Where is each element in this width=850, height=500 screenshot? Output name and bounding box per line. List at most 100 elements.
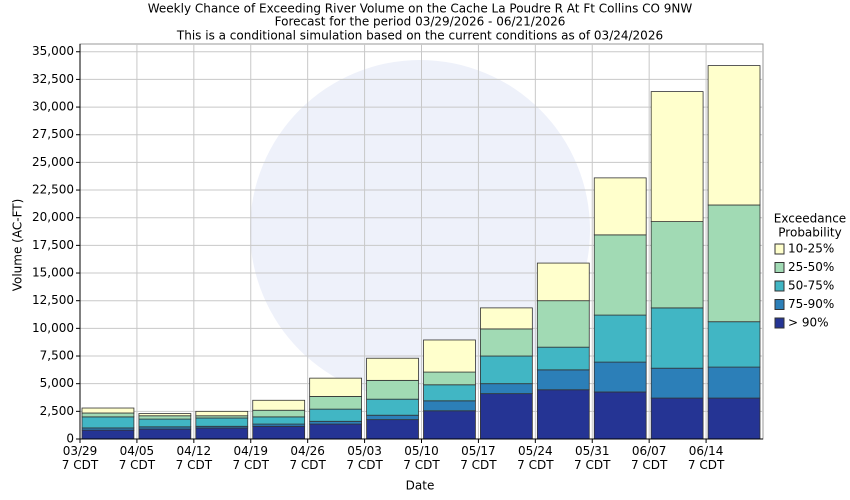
chart-subtitle: This is a conditional simulation based o… [176, 29, 663, 43]
bar-segment [650, 367, 704, 399]
legend-swatch [774, 317, 785, 329]
legend-title: Exceedance [774, 212, 846, 226]
bar-segment [309, 396, 362, 410]
x-tick-label-line: 7 CDT [233, 458, 270, 472]
y-tick-label: 27,500 [32, 127, 74, 141]
legend-swatch [774, 299, 785, 310]
y-tick-label: 22,500 [32, 183, 74, 197]
y-tick-label: 15,000 [32, 266, 74, 280]
bar-segment [536, 389, 590, 440]
y-tick-label: 7,500 [40, 349, 74, 363]
x-tick-label-line: 05/17 [461, 444, 496, 458]
bar-segment [650, 397, 704, 440]
x-tick-label-line: 04/12 [177, 444, 212, 458]
x-tick-label-line: 7 CDT [289, 458, 326, 472]
x-tick-label-line: 05/24 [518, 444, 553, 458]
x-tick-label-line: 05/10 [404, 444, 439, 458]
x-tick-label: 04/26 7 CDT [289, 444, 326, 472]
y-tick-label: 32,500 [32, 72, 74, 86]
bar-segment [480, 383, 533, 395]
bar-segment [309, 420, 362, 425]
legend-swatch [774, 280, 785, 292]
x-tick-label-line: 7 CDT [346, 458, 383, 472]
bar-segment [309, 423, 362, 440]
x-tick-label: 06/14 7 CDT [688, 444, 725, 472]
y-tick-label: 5,000 [40, 376, 74, 390]
bar-segment [707, 321, 761, 368]
x-tick-label: 04/12 7 CDT [176, 444, 213, 472]
bar-segment [252, 425, 306, 440]
y-tick-label: 10,000 [32, 321, 74, 335]
bar-segment [536, 369, 590, 391]
x-tick-label: 03/29 7 CDT [62, 444, 99, 472]
y-tick-label: 12,500 [32, 293, 74, 307]
bar-segment [81, 429, 135, 440]
chart-subtitle: Forecast for the period 03/29/2026 - 06/… [275, 15, 566, 29]
legend-swatch [774, 262, 785, 273]
bar-segment [423, 400, 476, 412]
x-tick-label-line: 04/05 [120, 444, 155, 458]
bar-segment [707, 204, 761, 323]
legend-title: Probability [778, 226, 841, 240]
bar-segment [593, 314, 647, 363]
x-tick-label: 04/05 7 CDT [119, 444, 156, 472]
bar-segment [138, 428, 192, 440]
bar-segment [138, 418, 192, 428]
bar-segment [366, 357, 419, 381]
x-tick-label-line: 7 CDT [62, 458, 99, 472]
legend-swatch [774, 243, 785, 255]
bar-segment [650, 221, 704, 309]
x-tick-label: 05/10 7 CDT [403, 444, 440, 472]
x-tick-label: 06/07 7 CDT [631, 444, 668, 472]
bar-segment [480, 355, 533, 385]
x-tick-label-line: 05/31 [575, 444, 610, 458]
bar-segment [366, 398, 419, 416]
y-tick-label: 17,500 [32, 238, 74, 252]
x-tick-label: 04/19 7 CDT [233, 444, 270, 472]
legend-label: 10-25% [788, 242, 834, 256]
x-tick-label-line: 7 CDT [631, 458, 668, 472]
bar-segment [195, 427, 249, 440]
x-tick-label-line: 7 CDT [688, 458, 725, 472]
bar-segment [707, 366, 761, 399]
bar-segment [593, 391, 647, 440]
bar-segment [650, 91, 704, 222]
x-tick-label-line: 05/03 [347, 444, 382, 458]
y-tick-label: 0 [66, 432, 74, 446]
x-tick-label: 05/24 7 CDT [517, 444, 554, 472]
bar-segment [480, 307, 533, 330]
bar-segment [252, 409, 306, 418]
y-tick-label: 2,500 [40, 404, 74, 418]
bar-segment [707, 65, 761, 206]
bar-segment [480, 328, 533, 357]
bar-segment [195, 410, 249, 417]
x-tick-label-line: 7 CDT [119, 458, 156, 472]
bar-segment [536, 300, 590, 348]
x-tick-label-line: 04/26 [290, 444, 325, 458]
bar-segment [423, 410, 476, 440]
chart-title: Weekly Chance of Exceeding River Volume … [148, 2, 693, 16]
x-tick-label-line: 7 CDT [403, 458, 440, 472]
bar-segment [138, 415, 192, 420]
bar-segment [81, 407, 135, 414]
y-tick-label: 20,000 [32, 210, 74, 224]
x-tick-label-line: 7 CDT [574, 458, 611, 472]
bar-segment [593, 361, 647, 393]
x-tick-label-line: 04/19 [233, 444, 268, 458]
bar-segment [423, 339, 476, 373]
x-tick-label-line: 03/29 [63, 444, 98, 458]
bar-segment [423, 384, 476, 402]
bar-segment [593, 177, 647, 236]
bar-segment [707, 397, 761, 440]
x-tick-label: 05/31 7 CDT [574, 444, 611, 472]
bar-segment [366, 414, 419, 421]
bar-segment [536, 262, 590, 302]
y-tick-label: 35,000 [32, 44, 74, 58]
bar-segment [423, 371, 476, 386]
x-tick-label-line: 7 CDT [176, 458, 213, 472]
x-tick-label-line: 7 CDT [517, 458, 554, 472]
y-tick-label: 30,000 [32, 100, 74, 114]
x-tick-label-line: 06/14 [689, 444, 724, 458]
x-tick-label: 05/17 7 CDT [460, 444, 497, 472]
